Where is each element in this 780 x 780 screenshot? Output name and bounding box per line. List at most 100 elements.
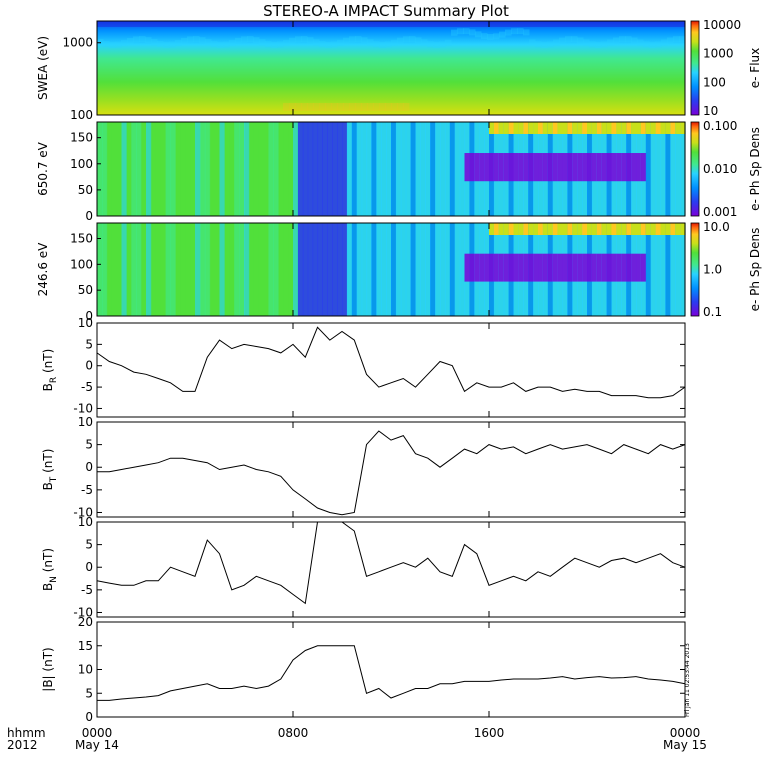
pad650-ytick: 0 — [85, 209, 93, 223]
bmag-ytick: 5 — [85, 686, 93, 700]
pad650-low-band — [636, 153, 642, 182]
pad650-column — [146, 122, 152, 216]
swea-streak — [541, 41, 548, 48]
swea-streak — [337, 39, 344, 46]
pad650-high-band — [557, 122, 564, 134]
pad650-low-band — [591, 153, 598, 182]
pad650-low-band — [557, 153, 564, 182]
br-ytick: -5 — [81, 380, 93, 394]
pad650-column — [449, 122, 456, 216]
pad246-column — [361, 223, 368, 316]
swea-warm-band — [397, 103, 404, 111]
swea-warm-band — [295, 103, 302, 111]
pad246-low-band — [640, 253, 647, 282]
pad650-low-band — [513, 153, 519, 182]
swea-streak — [595, 41, 602, 48]
pad246-low-band — [621, 253, 627, 282]
pad650-column — [248, 122, 255, 216]
pad650-low-band — [621, 153, 627, 182]
pad650-colorbar-tick: 0.100 — [703, 119, 737, 133]
pad246-ytick: 100 — [70, 257, 93, 271]
pad650-column — [356, 122, 363, 216]
pad650-low-band — [606, 153, 613, 182]
bn-ylabel: BN (nT) — [41, 548, 59, 591]
swea-streak — [559, 37, 566, 44]
swea-streak — [187, 36, 194, 43]
swea-warm-band — [349, 103, 356, 111]
pad246-high-band — [577, 223, 583, 235]
pad650-high-band — [582, 122, 588, 134]
pad650-high-band — [508, 122, 515, 134]
pad650-column — [136, 122, 142, 216]
bmag-ytick: 0 — [85, 710, 93, 724]
pad650-column — [665, 122, 671, 216]
swea-streak — [277, 41, 284, 48]
pad246-high-band — [547, 223, 554, 235]
pad246-column — [327, 223, 333, 316]
pad246-high-band — [489, 223, 495, 235]
pad246-column — [670, 223, 676, 316]
pad650-low-band — [572, 153, 578, 182]
swea-streak — [253, 37, 260, 44]
pad246-low-band — [513, 253, 519, 282]
pad650-low-band — [640, 153, 647, 182]
pad650-column — [391, 122, 397, 216]
swea-streak — [265, 41, 272, 48]
pad650-low-band — [474, 153, 480, 182]
pad650-column — [420, 122, 426, 216]
pad246-column — [136, 223, 142, 316]
pad246-column — [268, 223, 274, 316]
pad650-high-band — [528, 122, 534, 134]
pad650-low-band — [479, 153, 485, 182]
pad650-high-band — [503, 122, 510, 134]
pad650-column — [459, 122, 466, 216]
pad650-high-band — [552, 122, 559, 134]
pad650-column — [155, 122, 162, 216]
swea-streak — [397, 37, 404, 44]
pad246-column — [405, 223, 412, 316]
pad650-column — [283, 122, 289, 216]
pad246-column — [283, 223, 289, 316]
pad650-high-band — [655, 122, 662, 134]
pad650-colorbar-tick: 0.001 — [703, 205, 737, 219]
pad246-column — [239, 223, 245, 316]
pad650-column — [170, 122, 176, 216]
pad246-high-band — [513, 223, 519, 235]
pad246-column — [185, 223, 191, 316]
pad246-low-band — [596, 253, 603, 282]
pad650-high-band — [601, 122, 608, 134]
swea-streak — [481, 33, 488, 40]
swea-frame — [96, 20, 686, 116]
pad650-low-band — [577, 153, 583, 182]
pad650-low-band — [626, 153, 632, 182]
pad650-low-band — [538, 153, 544, 182]
pad650-colorbar-tick: 0.010 — [703, 162, 737, 176]
pad246-high-band — [660, 223, 666, 235]
swea-streak — [445, 39, 452, 46]
pad246-column — [430, 223, 436, 316]
x-axis-label-time: hhmm — [7, 726, 46, 740]
pad650-column — [307, 122, 314, 216]
pad246-low-band — [484, 253, 490, 282]
panel-swea: 100 1000 SWEA (eV) 10 100 1000 10000 e- Flux — [36, 18, 762, 122]
pad246-column — [204, 223, 211, 316]
pad246-high-band — [582, 223, 588, 235]
pad246-column — [337, 223, 343, 316]
pad650-low-band — [469, 153, 475, 182]
pad650-high-band — [645, 122, 652, 134]
pad246-column — [263, 223, 270, 316]
pad246-low-band — [572, 253, 578, 282]
pad246-low-band — [493, 253, 500, 282]
pad650-column — [229, 122, 235, 216]
swea-streak — [649, 41, 656, 48]
pad650-low-band — [616, 153, 622, 182]
swea-streak — [97, 39, 104, 45]
swea-streak — [103, 40, 110, 47]
swea-colorbar-tick: 1000 — [703, 47, 734, 61]
pad650-high-band — [631, 122, 637, 134]
pad246-column — [449, 223, 456, 316]
pad650-low-band — [498, 153, 505, 182]
panel-bmag: 0 5 10 15 20 |B| (nT) — [41, 615, 686, 724]
